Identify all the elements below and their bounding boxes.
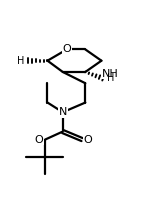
Text: H: H (17, 56, 24, 66)
Text: NH: NH (102, 69, 119, 78)
Text: O: O (35, 135, 43, 145)
Text: N: N (59, 107, 67, 117)
Text: H: H (107, 73, 114, 83)
Text: O: O (84, 135, 92, 145)
Text: O: O (62, 44, 71, 54)
